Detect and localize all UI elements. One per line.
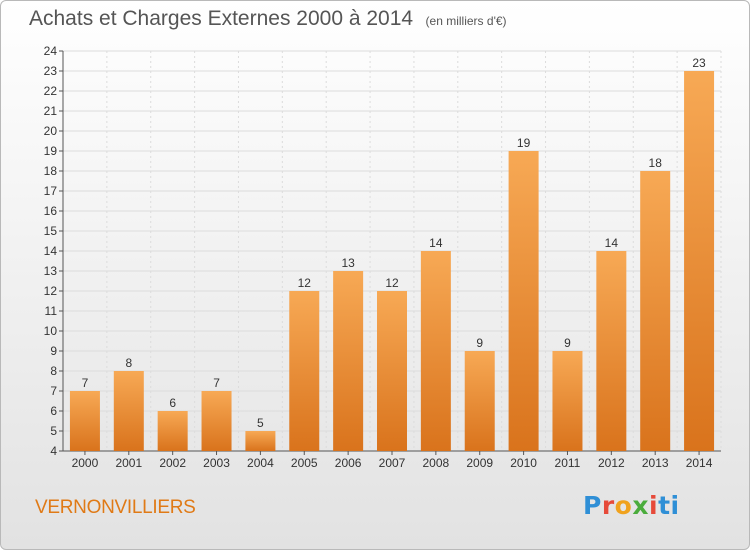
bar-2012 [596,251,627,451]
bar-2004 [245,431,276,451]
y-tick-label: 8 [50,364,57,378]
bar-2013 [640,171,671,451]
chart-title-unit: (en milliers d'€) [425,14,507,28]
bars [69,71,715,451]
proxiti-logo: Proxiti [583,491,680,520]
y-tick-label: 18 [44,164,58,178]
bar-2014 [684,71,715,451]
y-tick-label: 11 [45,304,58,318]
bar-2006 [333,271,364,451]
chart-title: Achats et Charges Externes 2000 à 2014 (… [29,7,507,31]
data-label: 12 [298,276,312,290]
y-tick-label: 9 [50,344,57,358]
y-tick-label: 17 [44,184,58,198]
bar-2010 [508,151,539,451]
y-tick-label: 10 [44,324,58,338]
y-tick-label: 20 [44,124,58,138]
y-tick-label: 21 [44,104,58,118]
data-label: 9 [564,336,571,350]
bar-2007 [377,291,407,451]
x-tick-label: 2014 [686,456,713,470]
data-label: 5 [257,416,264,430]
bar-2001 [113,371,144,451]
data-label: 18 [649,156,663,170]
x-tick-label: 2010 [510,456,537,470]
data-label: 23 [692,56,706,70]
data-label: 19 [517,136,531,150]
y-tick-label: 12 [44,284,58,298]
data-label: 8 [125,356,132,370]
x-tick-label: 2013 [642,456,669,470]
x-tick-label: 2005 [291,456,318,470]
x-tick-label: 2008 [423,456,450,470]
y-tick-label: 14 [44,244,58,258]
y-tick-label: 4 [50,444,57,458]
data-label: 13 [341,256,355,270]
x-tick-label: 2003 [203,456,230,470]
x-tick-label: 2004 [247,456,274,470]
y-tick-label: 16 [44,204,58,218]
data-label: 7 [82,376,89,390]
y-tick-label: 15 [44,224,58,238]
bar-2011 [552,351,583,451]
y-tick-label: 5 [50,424,57,438]
bar-2002 [157,411,188,451]
x-tick-label: 2007 [379,456,406,470]
x-tick-label: 2011 [555,456,581,470]
bar-2009 [464,351,495,451]
y-tick-label: 23 [44,64,58,78]
data-label: 14 [605,236,619,250]
x-tick-label: 2002 [159,456,186,470]
commune-name: VERNONVILLIERS [35,497,196,518]
x-tick-label: 2012 [598,456,625,470]
data-labels: 7 8 6 7 5 12 13 12 14 9 19 9 14 18 23 [82,56,706,430]
data-label: 7 [213,376,220,390]
x-tick-label: 2000 [72,456,99,470]
data-label: 14 [429,236,443,250]
x-tick-label: 2009 [466,456,493,470]
data-label: 12 [385,276,399,290]
bar-2003 [201,391,232,451]
y-tick-label: 6 [50,404,57,418]
chart-title-main: Achats et Charges Externes 2000 à 2014 [29,7,414,30]
y-tick-label: 19 [44,144,58,158]
bar-2005 [289,291,320,451]
x-tick-label: 2001 [115,456,142,470]
y-tick-label: 24 [44,44,58,58]
x-tick-label: 2006 [335,456,362,470]
bar-2000 [69,391,100,451]
y-tick-label: 7 [50,384,57,398]
y-tick-label: 22 [44,84,58,98]
data-label: 9 [476,336,483,350]
data-label: 6 [169,396,176,410]
y-tick-label: 13 [44,264,58,278]
bar-2008 [420,251,451,451]
